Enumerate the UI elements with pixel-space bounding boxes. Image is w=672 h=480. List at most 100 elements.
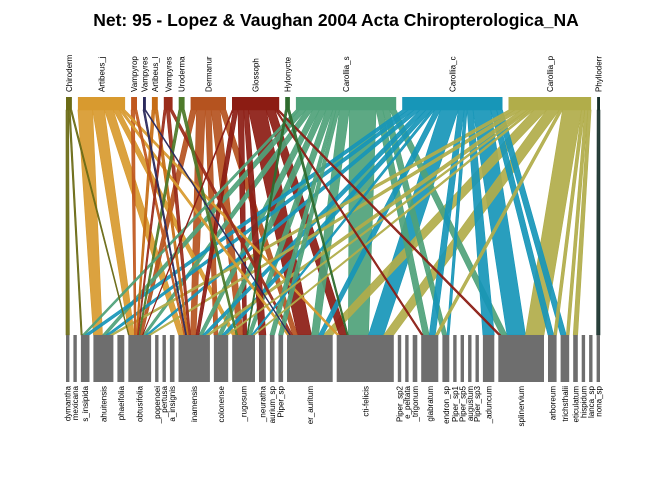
lower-node-bar	[475, 335, 479, 382]
higher-node-bar	[508, 97, 592, 110]
lower-node-label: obtusifolia	[136, 385, 145, 422]
lower-node-bar	[412, 335, 418, 382]
higher-node-bar	[190, 97, 226, 110]
higher-node-label: Carollia_p	[546, 55, 555, 92]
lower-node-bar	[169, 335, 175, 382]
lower-node-bar	[468, 335, 472, 382]
lower-node-label: eticulatum	[571, 386, 580, 423]
lower-node-label: trichsthalii	[561, 386, 570, 422]
higher-node-label: Carollia_s	[342, 56, 351, 92]
chart-title: Net: 95 - Lopez & Vaughan 2004 Acta Chir…	[93, 10, 579, 30]
lower-node-label: arboreum	[548, 386, 557, 421]
lower-node-bar	[66, 335, 70, 382]
higher-node-bar	[131, 97, 137, 110]
lower-node-label: _popenoei	[153, 386, 162, 425]
higher-node-bar	[232, 97, 280, 110]
lower-node-label: _trigonum	[411, 386, 420, 423]
lower-node-label: augustum	[466, 386, 475, 421]
lower-node-bar	[269, 335, 275, 382]
lower-node-bar	[548, 335, 557, 382]
lower-node-label: phaeifolia	[117, 385, 126, 420]
lower-node-label: _neuratha	[259, 385, 268, 423]
lower-node-bar	[117, 335, 125, 382]
higher-node-bar	[143, 97, 146, 110]
lower-node-bar	[73, 335, 77, 382]
lower-node-bar	[232, 335, 255, 382]
lower-node-bar	[278, 335, 284, 382]
higher-node-label: Artibeus_l	[151, 56, 160, 92]
lower-node-bar	[560, 335, 570, 382]
lower-node-bar	[162, 335, 166, 382]
links-layer	[65, 109, 601, 336]
lower-node-bar	[482, 335, 495, 382]
higher-node-label: Artibeus_j	[98, 56, 107, 92]
lower-node-label: colonense	[217, 385, 226, 422]
lower-node-label: er_auritum	[306, 386, 315, 425]
higher-node-bar	[402, 97, 503, 110]
higher-node-label: Phylloderr	[595, 56, 604, 92]
lower-node-bar	[581, 335, 586, 382]
lower-node-label: dymantha	[64, 385, 73, 421]
higher-node-bar	[77, 97, 126, 110]
higher-node-label: Hylonycte	[284, 56, 293, 92]
lower-node-label: cti-felicis	[361, 386, 370, 417]
lower-node-label: Piper_sp1	[451, 385, 460, 422]
lower-node-label: endron_sp	[442, 385, 451, 423]
lower-node-bar	[460, 335, 464, 382]
higher-node-label: Uroderma	[178, 56, 187, 92]
lower-node-label: Piper_sp	[277, 385, 286, 417]
lower-node-bar	[596, 335, 600, 382]
higher-node-bar	[66, 97, 72, 110]
lower-node-bar	[336, 335, 394, 382]
lower-node-label: mexicana	[71, 385, 80, 420]
lower-node-bar	[213, 335, 229, 382]
lower-node-label: s_insipida	[81, 385, 90, 421]
lower-node-label: ahuitensis	[99, 386, 108, 422]
lower-node-label: nona_sp	[594, 385, 603, 416]
interaction-link	[596, 109, 601, 336]
higher-node-label: Chiroderm	[65, 54, 74, 92]
higher-level-nodes	[66, 97, 600, 110]
lower-node-bar	[442, 335, 450, 382]
higher-node-label: Dermanur	[204, 56, 213, 92]
lower-node-bar	[397, 335, 402, 382]
higher-node-bar	[295, 97, 397, 110]
lower-node-bar	[453, 335, 457, 382]
lower-node-label: _pertusa	[160, 385, 169, 418]
lower-node-label: e_peltata	[403, 385, 412, 418]
lower-node-bar	[589, 335, 593, 382]
higher-node-bar	[285, 97, 290, 110]
lower-node-bar	[178, 335, 210, 382]
lower-node-label: a_insignis	[168, 386, 177, 422]
node-labels: Chiroderm Artibeus_j Vampyrop Vampyres Artib…	[64, 54, 604, 426]
lower-node-label: Piper_sp5	[458, 385, 467, 422]
lower-node-bar	[498, 335, 544, 382]
lower-node-label: lanca_sp	[587, 385, 596, 418]
higher-node-label: Carollia_c	[448, 56, 457, 92]
interaction-link	[65, 109, 70, 336]
lower-node-bar	[80, 335, 90, 382]
lower-node-label: Piper_sp2	[396, 385, 405, 422]
lower-node-bar	[287, 335, 333, 382]
lower-node-bar	[155, 335, 159, 382]
lower-node-label: hispidum	[579, 386, 588, 418]
lower-node-bar	[405, 335, 409, 382]
higher-node-label: Vampyres	[141, 57, 150, 92]
lower-node-label: Piper_sp3	[473, 385, 482, 422]
lower-node-bar	[573, 335, 578, 382]
higher-node-label: Vampyres	[164, 57, 173, 92]
higher-node-bar	[151, 97, 158, 110]
higher-node-label: Glossoph	[252, 58, 261, 92]
lower-node-label: inamensis	[190, 386, 199, 422]
lower-node-bar	[259, 335, 266, 382]
higher-node-bar	[178, 97, 185, 110]
lower-node-label: aurium_sp	[268, 385, 277, 423]
higher-node-label: Vampyrop	[130, 56, 139, 92]
higher-node-bar	[163, 97, 173, 110]
lower-node-bar	[93, 335, 114, 382]
lower-node-label: splinervium	[517, 386, 526, 427]
lower-node-label: _aduncum	[485, 386, 494, 425]
higher-node-bar	[597, 97, 600, 110]
lower-node-bar	[421, 335, 439, 382]
